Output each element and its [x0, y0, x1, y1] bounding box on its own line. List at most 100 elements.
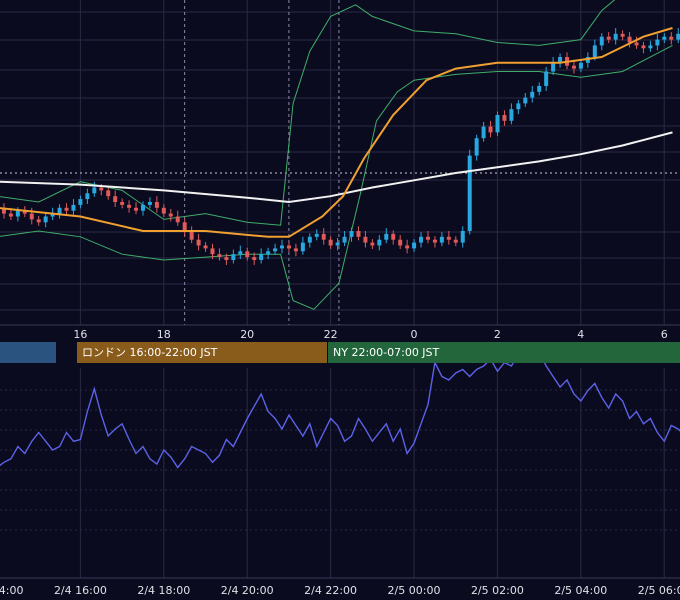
candle-body-86 — [592, 45, 597, 57]
x-tick-bottom-7: 2/5 04:00 — [554, 584, 607, 597]
oscillator — [0, 350, 680, 469]
bollinger-bands — [0, 0, 673, 310]
candle-body-3 — [15, 210, 20, 217]
candle-body-42 — [286, 245, 291, 249]
candle-body-4 — [22, 210, 27, 214]
candle-body-5 — [29, 213, 34, 220]
x-tick-top-7: 6 — [661, 328, 668, 341]
ma-short-line — [0, 27, 673, 238]
candle-body-90 — [620, 33, 625, 37]
session-tokyo-bar — [0, 342, 56, 363]
candle-body-36 — [245, 251, 250, 258]
candle-body-44 — [300, 242, 305, 252]
candle-body-67 — [460, 231, 465, 243]
candle-body-96 — [662, 36, 667, 40]
candle-body-52 — [356, 231, 361, 237]
candle-body-20 — [134, 207, 139, 211]
session-london-bar: ロンドン 16:00-22:00 JST — [77, 342, 327, 363]
candle-body-54 — [370, 242, 375, 246]
candle-body-9 — [57, 207, 62, 214]
candle-body-34 — [231, 254, 236, 260]
candle-body-32 — [217, 254, 222, 258]
candle-body-58 — [398, 239, 403, 246]
candle-body-22 — [147, 202, 152, 205]
candle-body-63 — [432, 239, 437, 243]
candle-body-66 — [453, 239, 458, 243]
candle-body-53 — [363, 236, 368, 243]
candle-body-84 — [578, 62, 583, 69]
x-tick-bottom-5: 2/5 00:00 — [388, 584, 441, 597]
candle-body-88 — [606, 36, 611, 40]
candle-body-57 — [391, 233, 396, 240]
candle-body-62 — [425, 236, 430, 240]
session-ny-bar: NY 22:00-07:00 JST — [328, 342, 680, 363]
candle-body-12 — [78, 199, 83, 205]
candle-body-13 — [85, 193, 90, 200]
candle-body-27 — [182, 222, 187, 231]
candle-body-23 — [154, 202, 159, 208]
candle-body-18 — [120, 202, 125, 205]
candle-body-11 — [71, 204, 76, 211]
candle-body-81 — [558, 57, 563, 63]
candle-body-83 — [571, 65, 576, 69]
x-tick-top-3: 22 — [324, 328, 338, 341]
x-tick-top-4: 0 — [411, 328, 418, 341]
candle-body-64 — [439, 236, 444, 243]
candle-body-94 — [648, 45, 653, 49]
candle-body-76 — [523, 97, 528, 104]
candle-body-49 — [335, 242, 340, 246]
bollinger-upper-line — [0, 0, 616, 226]
session-ny-label: NY 22:00-07:00 JST — [333, 346, 440, 359]
candle-body-6 — [36, 219, 41, 223]
candle-body-14 — [92, 187, 97, 194]
candle-body-47 — [321, 233, 326, 240]
candle-body-59 — [405, 245, 410, 249]
candle-body-15 — [99, 187, 104, 191]
candle-body-1 — [1, 207, 6, 214]
candle-body-30 — [203, 245, 208, 249]
ma-long-line — [0, 131, 673, 204]
candle-body-73 — [502, 115, 507, 121]
x-tick-bottom-0: 2/4 14:00 — [0, 584, 23, 597]
candle-body-8 — [50, 213, 55, 217]
candle-body-39 — [266, 251, 271, 255]
x-tick-bottom-4: 2/4 22:00 — [304, 584, 357, 597]
candle-body-71 — [488, 126, 493, 133]
candle-body-26 — [175, 216, 180, 223]
candle-body-43 — [293, 248, 298, 252]
x-tick-bottom-3: 2/4 20:00 — [221, 584, 274, 597]
x-tick-bottom-2: 2/4 18:00 — [137, 584, 190, 597]
candle-body-97 — [669, 36, 674, 40]
x-tick-top-1: 18 — [157, 328, 171, 341]
x-axis-ticks-top: 16 18 20 22 0 2 4 6 — [73, 328, 667, 341]
candle-body-45 — [307, 236, 312, 243]
candle-body-46 — [314, 233, 319, 237]
candle-body-56 — [384, 233, 389, 240]
grid-lines — [0, 0, 680, 579]
x-tick-bottom-6: 2/5 02:00 — [471, 584, 524, 597]
candle-body-40 — [273, 248, 278, 252]
x-axis-ticks-bottom: 2/4 14:00 2/4 16:00 2/4 18:00 2/4 20:00 2/4 … — [0, 584, 680, 597]
candle-body-98 — [676, 33, 680, 40]
candle-body-17 — [113, 196, 118, 202]
moving-averages — [0, 27, 673, 238]
candle-body-61 — [419, 236, 424, 243]
candle-body-75 — [516, 103, 521, 110]
candle-body-92 — [634, 42, 639, 46]
x-tick-top-2: 20 — [240, 328, 254, 341]
candle-body-19 — [127, 204, 132, 208]
candle-body-68 — [467, 155, 472, 231]
candle-body-77 — [530, 91, 535, 98]
candle-body-48 — [328, 239, 333, 246]
candle-body-70 — [481, 126, 486, 139]
x-tick-bottom-1: 2/4 16:00 — [54, 584, 107, 597]
candle-body-72 — [495, 115, 500, 133]
candle-body-60 — [412, 242, 417, 249]
candle-body-41 — [280, 245, 285, 249]
candle-body-50 — [342, 236, 347, 243]
candle-body-93 — [641, 45, 646, 49]
candle-body-37 — [252, 257, 257, 260]
candle-body-95 — [655, 39, 660, 46]
candle-body-16 — [106, 190, 111, 197]
